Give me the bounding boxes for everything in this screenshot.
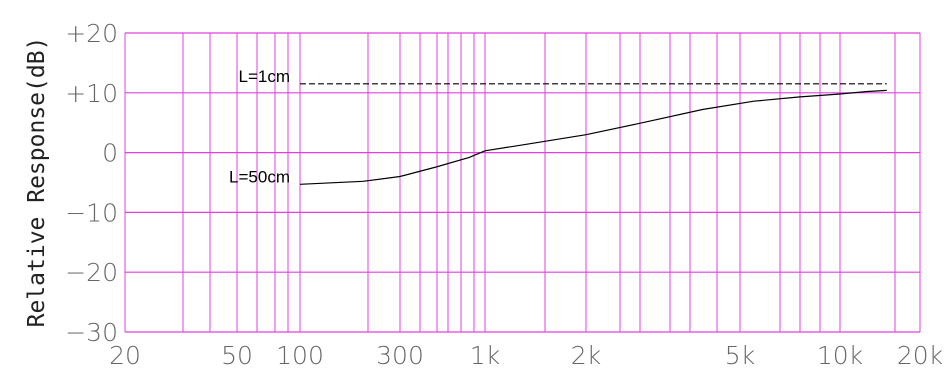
x-tick-label: 300 <box>376 341 424 370</box>
series-layer <box>299 83 887 185</box>
series-label: L=50cm <box>229 167 290 186</box>
series-line <box>299 89 887 185</box>
y-tick-label: 0 <box>102 139 118 168</box>
x-tick-label: 100 <box>276 341 324 370</box>
y-tick-label: +10 <box>65 79 118 108</box>
series-label: L=1cm <box>239 67 291 86</box>
y-axis-label: Relative Response(dB) <box>24 37 50 328</box>
x-tick-label: 10k <box>817 341 863 370</box>
y-tick-label: +20 <box>65 19 118 48</box>
y-tick-label: −10 <box>65 198 118 227</box>
x-tick-label: 20 <box>109 341 141 370</box>
grid <box>124 32 921 333</box>
x-tick-label: 50 <box>221 341 253 370</box>
x-tick-label: 1k <box>470 341 500 370</box>
y-tick-label: −20 <box>65 258 118 287</box>
x-tick-label: 2k <box>571 341 601 370</box>
x-tick-label: 5k <box>725 341 755 370</box>
x-tick-label: 20k <box>897 341 943 370</box>
y-tick-label: −30 <box>65 318 118 347</box>
